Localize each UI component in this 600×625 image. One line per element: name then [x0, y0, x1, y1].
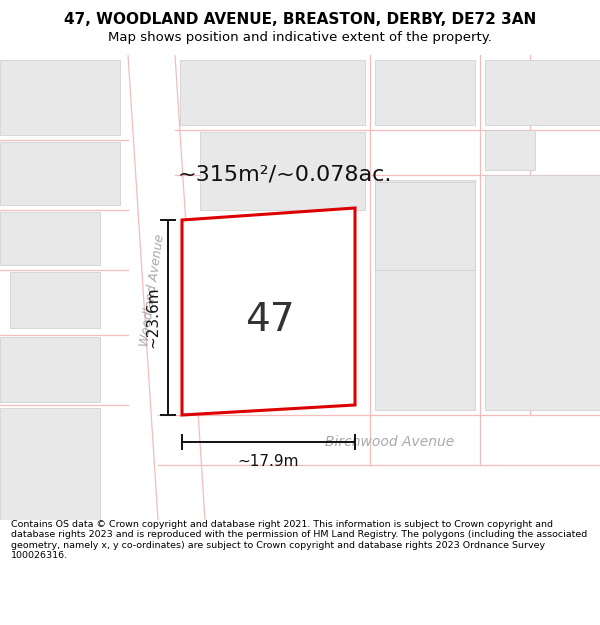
Polygon shape [180, 60, 365, 125]
Polygon shape [10, 272, 100, 328]
Polygon shape [0, 142, 120, 205]
Text: ~17.9m: ~17.9m [238, 454, 299, 469]
Polygon shape [0, 60, 120, 135]
Polygon shape [128, 55, 205, 520]
Text: Birchwood Avenue: Birchwood Avenue [325, 435, 455, 449]
Polygon shape [375, 182, 475, 270]
Text: ~23.6m: ~23.6m [145, 287, 160, 348]
Polygon shape [0, 408, 100, 520]
Text: ~315m²/~0.078ac.: ~315m²/~0.078ac. [178, 165, 392, 185]
Polygon shape [485, 130, 535, 170]
Polygon shape [0, 337, 100, 402]
Text: Contains OS data © Crown copyright and database right 2021. This information is : Contains OS data © Crown copyright and d… [11, 520, 587, 560]
Polygon shape [182, 208, 355, 415]
Polygon shape [200, 132, 365, 210]
Polygon shape [485, 175, 600, 410]
Text: 47, WOODLAND AVENUE, BREASTON, DERBY, DE72 3AN: 47, WOODLAND AVENUE, BREASTON, DERBY, DE… [64, 12, 536, 27]
Text: Map shows position and indicative extent of the property.: Map shows position and indicative extent… [108, 31, 492, 44]
Polygon shape [375, 180, 475, 410]
Polygon shape [158, 415, 600, 465]
Text: 47: 47 [245, 301, 295, 339]
Polygon shape [485, 60, 600, 125]
Text: Woodland Avenue: Woodland Avenue [137, 233, 166, 347]
Polygon shape [375, 60, 475, 125]
Polygon shape [0, 212, 100, 265]
